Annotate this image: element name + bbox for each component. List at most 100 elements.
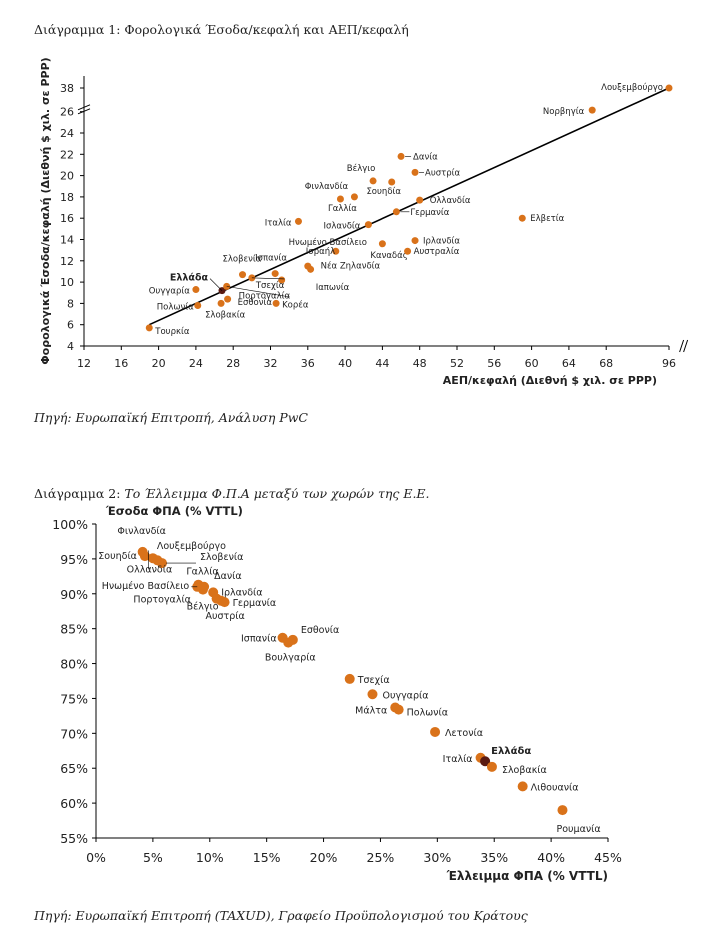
chart1-point-label-καναδάς: Καναδάς: [370, 251, 407, 261]
chart2-point-label-πολωνία: Πολωνία: [407, 708, 448, 719]
chart2-point-label-ουγγαρία: Ουγγαρία: [382, 690, 428, 701]
chart1-point-σουηδία: [388, 178, 396, 186]
chart2-point-label-δανία: Δανία: [214, 571, 242, 582]
chart2-x-axis-label: Έλλειμμα ΦΠΑ (% VTTL): [446, 869, 608, 883]
chart1-point-δανία: [397, 152, 405, 160]
chart2-point-ουγγαρία: [367, 689, 378, 700]
chart1-point-εσθονία: [224, 295, 232, 303]
chart1-point-ιρλανδία: [411, 237, 419, 245]
chart2-point-βουλγαρία: [283, 637, 294, 648]
chart2-x-tick-label: 30%: [423, 850, 451, 865]
chart1-point-ουγγαρία: [192, 286, 200, 294]
chart1-title: Διάγραμμα 1: Φορολογικά Έσοδα/κεφαλή και…: [34, 22, 409, 37]
chart1-point-label-αυστραλία: Αυστραλία: [414, 247, 460, 257]
chart1-trendline: [148, 87, 670, 326]
chart1-leader-line: [251, 277, 285, 280]
chart2-point-label-γερμανία: Γερμανία: [233, 598, 277, 609]
chart1-point-ισπανία: [271, 270, 279, 278]
chart1-point-νορβηγία: [588, 106, 596, 114]
chart1-x-tick-label: 96: [662, 357, 676, 370]
chart1-point-ιταλία: [294, 217, 302, 225]
chart1-y-tick-label: 18: [60, 191, 74, 204]
chart1-point-βέλγιο: [369, 177, 377, 185]
chart1-y-tick-label: 24: [60, 127, 74, 140]
chart1-point-label-ισπανία: Ισπανία: [255, 254, 287, 264]
chart1-x-tick-label: 12: [77, 357, 91, 370]
chart1-point-λουξεμβούργο: [665, 84, 673, 92]
chart2-point-label-ηνωμένο-βασίλειο: Ηνωμένο Βασίλειο: [102, 581, 190, 592]
chart1-y-tick-label: 26: [60, 106, 74, 119]
chart2-point-label-βέλγιο: Βέλγιο: [187, 602, 219, 613]
chart1-point-label-αυστρία: Αυστρία: [425, 168, 461, 178]
chart1-y-tick-label: 6: [67, 319, 74, 332]
chart1-point-γερμανία: [392, 208, 400, 216]
chart2-point-label-ελλάδα: Ελλάδα: [491, 745, 531, 757]
chart1-point-label-τουρκία: Τουρκία: [154, 327, 190, 337]
chart2-point-label-ολλανδία: Ολλανδία: [127, 564, 173, 575]
chart1-y-tick-label: 16: [60, 212, 74, 225]
chart1-x-tick-label: 28: [226, 357, 240, 370]
chart1-point-αυστραλία: [404, 247, 412, 255]
chart1-x-tick-label: 48: [413, 357, 427, 370]
chart2-y-tick-label: 65%: [60, 761, 88, 776]
chart2-y-tick-label: 85%: [60, 622, 88, 637]
chart2-point-label-ισπανία: Ισπανία: [241, 634, 277, 645]
chart2-title: Διάγραμμα 2: Το Έλλειμμα Φ.Π.Α μεταξύ τω…: [34, 486, 430, 501]
chart1-x-tick-label: 32: [264, 357, 278, 370]
chart2-point-label-σλοβακία: Σλοβακία: [502, 765, 547, 776]
chart1-x-tick-label: 36: [301, 357, 315, 370]
chart2-y-tick-label: 100%: [52, 517, 88, 532]
chart2-point-λιθουανία: [517, 781, 528, 792]
chart1-point-label-ηνωμένο-βασίλειο: Ηνωμένο Βασίλειο: [289, 237, 367, 248]
chart1-point-ιαπωνία: [278, 276, 286, 284]
chart1-source: Πηγή: Ευρωπαϊκή Επιτροπή, Ανάλυση PwC: [34, 410, 308, 425]
chart1-point-label-πολωνία: Πολωνία: [157, 303, 194, 313]
chart2-x-tick-label: 0%: [86, 850, 106, 865]
chart2-point-τσεχία: [344, 673, 355, 684]
chart1-point-label-ελβετία: Ελβετία: [530, 214, 564, 224]
chart1-point-label-γερμανία: Γερμανία: [410, 208, 449, 218]
chart1-point-καναδάς: [378, 240, 386, 248]
chart2-point-label-εσθονία: Εσθονία: [301, 625, 339, 636]
chart2-point-ρουμανία: [557, 805, 568, 816]
chart1-point-label-νέα-ζηλανδία: Νέα Ζηλανδία: [321, 260, 381, 271]
chart2-point-label-μάλτα: Μάλτα: [355, 706, 387, 717]
chart1-x-tick-label: 24: [189, 357, 203, 370]
chart2-y-tick-label: 90%: [60, 587, 88, 602]
chart2-x-tick-label: 15%: [253, 850, 281, 865]
chart1-x-axis-label: ΑΕΠ/κεφαλή (Διεθνή $ χιλ. σε PPP): [443, 374, 657, 387]
chart2-x-tick-label: 40%: [537, 850, 565, 865]
chart1-x-tick-label: 60: [525, 357, 539, 370]
chart2-y-tick-label: 60%: [60, 796, 88, 811]
chart2-point-label-σουηδία: Σουηδία: [98, 551, 137, 562]
chart1-y-axis-break: [77, 104, 91, 115]
chart1-point-label-λουξεμβούργο: Λουξεμβούργο: [601, 82, 663, 93]
chart1-y-tick-label: 8: [67, 297, 74, 310]
chart1-point-label-ουγγαρία: Ουγγαρία: [149, 287, 191, 297]
chart2-y-tick-label: 80%: [60, 657, 88, 672]
chart1-point-γαλλία: [350, 193, 358, 201]
chart1-point-νέα-ζηλανδία: [307, 265, 315, 273]
chart1-y-tick-label: 14: [60, 234, 74, 247]
chart2-point-label-γαλλία: Γαλλία: [186, 567, 218, 578]
chart2-point-ολλανδία: [152, 555, 163, 566]
chart2-point-πολωνία: [393, 704, 404, 715]
chart2-point-label-λιθουανία: Λιθουανία: [531, 782, 579, 793]
chart1-point-label-ισλανδία: Ισλανδία: [323, 222, 360, 232]
chart2-point-σλοβακία: [486, 761, 497, 772]
chart2-title-italic: Το Έλλειμμα Φ.Π.Α μεταξύ των χωρών της Ε…: [124, 486, 430, 501]
chart2-x-tick-label: 5%: [143, 850, 163, 865]
chart1-point-κορέα: [272, 299, 280, 307]
chart1-point-label-ελλάδα: Ελλάδα: [170, 273, 209, 284]
chart2-point-label-λετονία: Λετονία: [445, 728, 483, 739]
chart1-y-axis-label: Φορολογικά Έσοδα/κεφαλή (Διεθνή $ χιλ. σ…: [39, 57, 52, 364]
chart2-point-label-ρουμανία: Ρουμανία: [556, 824, 600, 835]
chart2-y-tick-label: 95%: [60, 552, 88, 567]
chart1-point-label-ισραήλ: Ισραήλ: [306, 247, 335, 257]
chart1-y-tick-label: 22: [60, 148, 74, 161]
chart1-point-σλοβακία: [217, 299, 225, 307]
chart1-point-label-σουηδία: Σουηδία: [366, 187, 401, 197]
chart1-point-label-ολλανδία: Ολλανδία: [430, 196, 471, 206]
chart1-x-tick-label: 68: [599, 357, 613, 370]
chart1-point-label-ιταλία: Ιταλία: [265, 218, 292, 228]
